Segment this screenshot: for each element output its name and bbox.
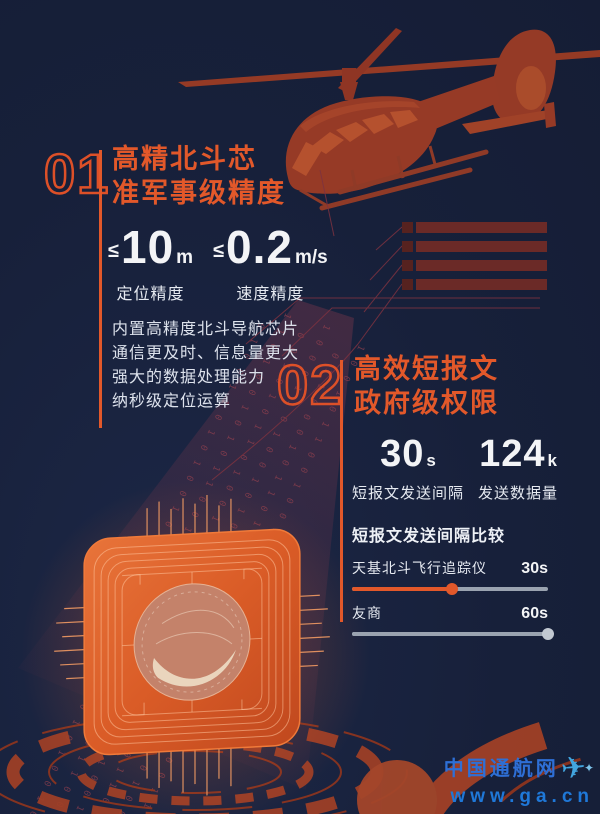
sparkle-icon: ✦ [583, 761, 594, 776]
stat-value: 30 [380, 433, 425, 475]
section-01-title-line2: 准军事级精度 [112, 178, 286, 208]
comparison-row-tianji: 天基北斗飞行追踪仪 30s [352, 558, 548, 595]
comparison-row-competitor: 友商 60s [352, 603, 554, 640]
comparison-track [352, 628, 554, 640]
corner-rings [357, 708, 600, 814]
interval-comparison-chart: 短报文发送间隔比较 天基北斗飞行追踪仪 30s 友商 60s [352, 522, 554, 648]
site-watermark: 中国通航网 ✈ ✦ www.ga.cn [443, 750, 594, 808]
comparison-title: 短报文发送间隔比较 [352, 528, 506, 545]
stat-unit: m [176, 247, 194, 268]
stat-positioning-accuracy: ≤10 m 定位精度 [108, 220, 193, 304]
comparison-label: 友商 [352, 605, 382, 621]
leader-lines [211, 169, 540, 481]
section-01-stats: ≤10 m 定位精度 ≤0.2 m/s 速度精度 [108, 220, 328, 304]
stat-unit: s [426, 451, 436, 470]
chip-inner-traces [122, 567, 262, 717]
feature-item: 通信更及时、信息量更大 [112, 345, 300, 362]
callout-bar [416, 222, 547, 290]
stat-value: 10 [120, 221, 175, 273]
lte-symbol: ≤ [108, 240, 119, 262]
section-02-stats: 30 s 短报文发送间隔 124 k 发送数据量 [352, 433, 558, 503]
helicopter-skids [319, 149, 489, 211]
helicopter-icon [178, 28, 600, 211]
comparison-knob [445, 583, 458, 595]
stat-unit: k [547, 451, 557, 470]
stat-label: 定位精度 [116, 286, 185, 303]
stat-label: 短报文发送间隔 [352, 485, 465, 502]
airplane-icon: ✈ [559, 750, 588, 787]
comparison-track [352, 583, 548, 595]
stat-value: 124 [479, 433, 546, 475]
feature-item: 纳秒级定位运算 [112, 393, 232, 410]
skid-struts [299, 145, 438, 207]
feature-item: 内置高精度北斗导航芯片 [112, 321, 300, 338]
stat-label: 速度精度 [236, 286, 305, 303]
stat-unit: m/s [295, 247, 328, 268]
callout-bar-icon [402, 222, 413, 290]
section-02-divider [340, 360, 343, 622]
stat-message-interval: 30 s 短报文发送间隔 [352, 433, 464, 503]
watermark-site-name: 中国通航网 [443, 757, 559, 780]
comparison-bar-fill [352, 628, 554, 640]
section-01-title-line1: 高精北斗芯 [112, 144, 257, 174]
section-02-number: 02 [276, 353, 344, 416]
beidou-chip-icon [54, 494, 330, 796]
helicopter-windows [292, 110, 418, 176]
callout-bars [211, 169, 547, 481]
feature-item: 强大的数据处理能力 [112, 369, 266, 386]
comparison-bar-fill [352, 583, 458, 595]
section-01-feature-list: 内置高精度北斗导航芯片 通信更及时、信息量更大 强大的数据处理能力 纳秒级定位运… [112, 318, 299, 414]
section-01-divider [99, 150, 102, 428]
comparison-label: 天基北斗飞行追踪仪 [352, 560, 487, 576]
stat-data-volume: 124 k 发送数据量 [478, 433, 558, 503]
comparison-value: 30s [521, 560, 548, 577]
chip-pins [54, 494, 330, 796]
section-01-number: 01 [43, 142, 111, 205]
lte-symbol: ≤ [213, 240, 225, 262]
stat-label: 发送数据量 [478, 485, 559, 502]
section-02-title: 高效短报文 政府级权限 [354, 352, 499, 420]
section-01-title: 高精北斗芯 准军事级精度 [112, 142, 286, 210]
stat-speed-accuracy: ≤0.2 m/s 速度精度 [213, 220, 328, 304]
stat-value: 0.2 [226, 221, 293, 273]
section-02-title-line1: 高效短报文 [354, 354, 499, 384]
section-02-title-line2: 政府级权限 [354, 388, 499, 418]
watermark-url: www.ga.cn [450, 786, 594, 808]
comparison-value: 60s [521, 605, 548, 622]
comparison-knob [542, 628, 554, 640]
beidou-emblem-icon [133, 583, 251, 701]
